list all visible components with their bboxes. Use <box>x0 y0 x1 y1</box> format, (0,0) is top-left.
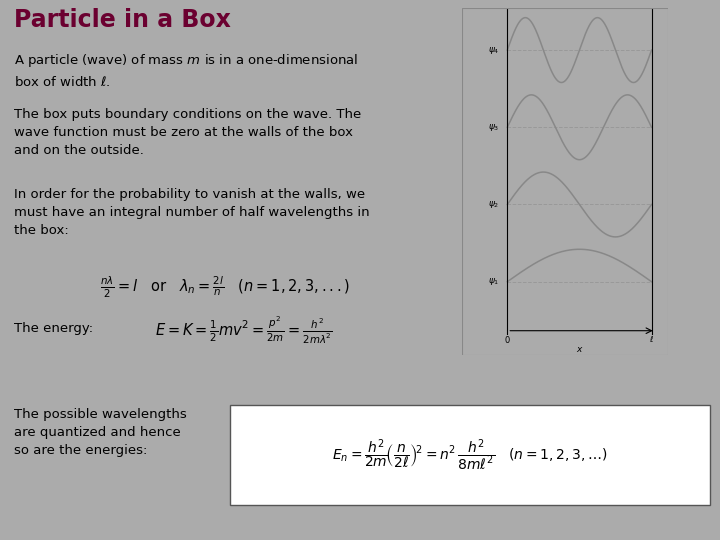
Text: $E = K = \frac{1}{2}mv^2 = \frac{p^2}{2m} = \frac{h^2}{2m\lambda^2}$: $E = K = \frac{1}{2}mv^2 = \frac{p^2}{2m… <box>155 315 333 346</box>
Bar <box>230 405 710 505</box>
Text: $E_n = \dfrac{h^2}{2m}\!\left(\dfrac{n}{2\ell}\right)^{\!2} = n^2\,\dfrac{h^2}{8: $E_n = \dfrac{h^2}{2m}\!\left(\dfrac{n}{… <box>332 437 608 473</box>
Text: $\psi_1$: $\psi_1$ <box>487 276 499 287</box>
Text: $\psi_3$: $\psi_3$ <box>487 122 499 133</box>
Text: In order for the probability to vanish at the walls, we
must have an integral nu: In order for the probability to vanish a… <box>14 188 369 237</box>
Text: $0$: $0$ <box>504 334 510 345</box>
Text: A particle (wave) of mass $m$ is in a one-dimensional
box of width $\ell$.: A particle (wave) of mass $m$ is in a on… <box>14 52 359 89</box>
Text: The energy:: The energy: <box>14 322 93 335</box>
Text: The box puts boundary conditions on the wave. The
wave function must be zero at : The box puts boundary conditions on the … <box>14 108 361 157</box>
Text: $\psi_2$: $\psi_2$ <box>487 199 499 210</box>
Text: $x$: $x$ <box>575 345 583 354</box>
Text: $\ell$: $\ell$ <box>649 334 654 344</box>
Text: $\psi_4$: $\psi_4$ <box>487 45 499 56</box>
Text: Particle in a Box: Particle in a Box <box>14 8 231 32</box>
Text: $\frac{n\lambda}{2} = l$   or   $\lambda_n = \frac{2l}{n}$   $(n = 1, 2, 3, ...): $\frac{n\lambda}{2} = l$ or $\lambda_n =… <box>100 275 350 300</box>
Text: The possible wavelengths
are quantized and hence
so are the energies:: The possible wavelengths are quantized a… <box>14 408 186 457</box>
